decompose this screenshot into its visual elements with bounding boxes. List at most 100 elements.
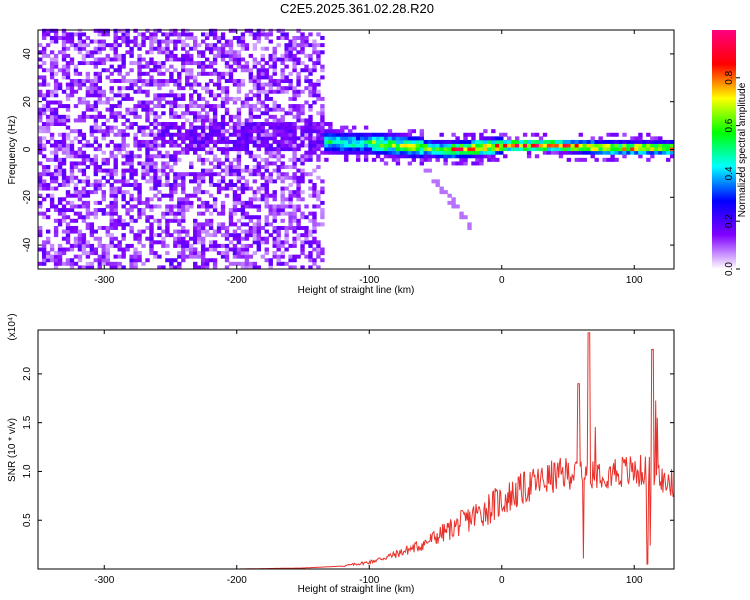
heatmap-cell xyxy=(113,208,118,213)
heatmap-cell xyxy=(503,139,508,144)
heatmap-cell xyxy=(264,96,269,101)
heatmap-cell xyxy=(157,265,162,270)
heatmap-cell xyxy=(200,211,206,216)
heatmap-cell xyxy=(89,78,95,83)
heatmap-cell xyxy=(149,75,154,80)
heatmap-cell xyxy=(518,143,524,148)
heatmap-cell xyxy=(117,111,122,116)
heatmap-cell xyxy=(451,132,456,137)
heatmap-cell xyxy=(260,64,265,69)
heatmap-cell xyxy=(197,182,202,187)
heatmap-cell xyxy=(133,251,138,256)
heatmap-cell xyxy=(288,39,293,44)
heatmap-cell xyxy=(260,172,265,177)
heatmap-cell xyxy=(220,35,226,40)
heatmap-cell xyxy=(65,68,71,73)
heatmap-cell xyxy=(89,61,95,66)
heatmap-cell xyxy=(260,57,265,62)
heatmap-cell xyxy=(224,61,230,66)
heatmap-cell xyxy=(296,71,301,76)
heatmap-cell xyxy=(197,179,202,184)
heatmap-cell xyxy=(292,147,297,152)
heatmap-cell xyxy=(149,129,154,134)
heatmap-cell xyxy=(276,147,281,152)
heatmap-cell xyxy=(280,218,285,223)
heatmap-cell xyxy=(165,46,170,51)
heatmap-cell xyxy=(141,143,146,148)
heatmap-cell xyxy=(41,179,47,184)
heatmap-cell xyxy=(212,154,218,159)
heatmap-cell xyxy=(161,64,166,69)
heatmap-cell xyxy=(296,254,301,259)
heatmap-cell xyxy=(61,251,67,256)
heatmap-cell xyxy=(73,104,79,109)
heatmap-cell xyxy=(41,240,47,245)
heatmap-cell xyxy=(173,154,178,159)
heatmap-cell xyxy=(622,143,627,148)
heatmap-cell xyxy=(153,143,158,148)
heatmap-cell xyxy=(45,229,51,234)
heatmap-cell xyxy=(81,32,87,37)
heatmap-cell xyxy=(288,222,293,227)
heatmap-cell xyxy=(169,75,174,80)
heatmap-cell xyxy=(93,61,99,66)
heatmap-cell xyxy=(197,104,202,109)
heatmap-cell xyxy=(153,251,158,256)
heatmap-cell xyxy=(169,197,174,202)
heatmap-cell xyxy=(324,147,329,152)
heatmap-cell xyxy=(208,204,214,209)
heatmap-cell xyxy=(101,211,106,216)
heatmap-cell xyxy=(423,143,428,148)
heatmap-cell xyxy=(332,129,337,134)
heatmap-cell xyxy=(236,186,242,191)
heatmap-cell xyxy=(193,104,198,109)
heatmap-cell xyxy=(570,139,576,144)
heatmap-cell xyxy=(300,215,305,220)
heatmap-cell xyxy=(320,35,325,40)
heatmap-cell xyxy=(264,104,269,109)
heatmap-cell xyxy=(264,197,269,202)
heatmap-cell xyxy=(280,197,285,202)
heatmap-cell xyxy=(113,225,118,230)
heatmap-cell xyxy=(240,261,246,266)
heatmap-cell xyxy=(121,225,126,230)
heatmap-cell xyxy=(65,215,71,220)
heatmap-cell xyxy=(268,86,273,91)
heatmap-cell xyxy=(197,240,202,245)
heatmap-cell xyxy=(296,182,301,187)
heatmap-cell xyxy=(141,172,146,177)
heatmap-cell xyxy=(236,154,242,159)
colorbar-label: Normalized spectral amplitude xyxy=(737,82,748,217)
heatmap-cell xyxy=(197,64,202,69)
heatmap-cell xyxy=(232,190,238,195)
heatmap-cell xyxy=(419,132,424,137)
heatmap-cell xyxy=(320,96,325,101)
heatmap-cell xyxy=(212,204,218,209)
heatmap-cell xyxy=(105,233,110,238)
heatmap-cell xyxy=(129,243,134,248)
heatmap-cell xyxy=(113,200,118,205)
heatmap-cell xyxy=(216,46,222,51)
heatmap-cell xyxy=(77,35,83,40)
heatmap-cell xyxy=(248,154,254,159)
heatmap-cell xyxy=(336,139,341,144)
heatmap-cell xyxy=(670,154,675,159)
heatmap-cell xyxy=(276,247,281,252)
heatmap-cell xyxy=(200,247,206,252)
heatmap-cell xyxy=(415,147,420,152)
heatmap-cell xyxy=(439,186,444,191)
heatmap-cell xyxy=(93,89,99,94)
heatmap-cell xyxy=(109,57,114,62)
heatmap-cell xyxy=(109,208,114,213)
heatmap-cell xyxy=(435,143,440,148)
heatmap-cell xyxy=(193,261,198,266)
heatmap-cell xyxy=(264,150,269,155)
heatmap-cell xyxy=(45,186,51,191)
heatmap-cell xyxy=(419,150,424,155)
heatmap-cell xyxy=(121,254,126,259)
heatmap-cell xyxy=(264,229,269,234)
heatmap-cell xyxy=(197,82,202,87)
heatmap-cell xyxy=(232,165,238,170)
heatmap-cell xyxy=(208,175,214,180)
heatmap-cell xyxy=(264,61,269,66)
